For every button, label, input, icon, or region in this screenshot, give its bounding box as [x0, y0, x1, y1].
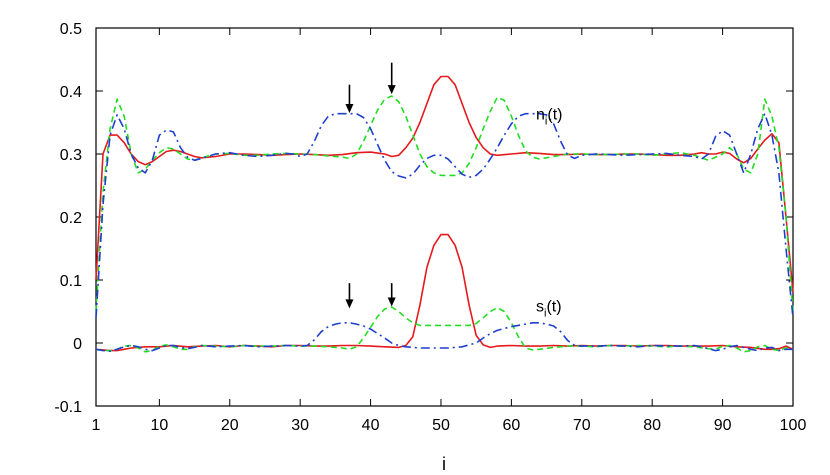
tick-labels: 1 10 20 30 40 50 60 70 80 90 100 -0.1 0 0.1 0.2 0.3 0.4 0…: [54, 21, 806, 434]
y-tick-label: 0.5: [60, 21, 82, 38]
series-annotations: ni(t)si(t): [536, 106, 562, 319]
x-tick-label: 90: [714, 417, 732, 434]
plot-frame: [95, 27, 794, 407]
series-line-4: [95, 306, 794, 353]
series-annotation: ni(t): [536, 106, 562, 127]
x-tick-label: 50: [432, 417, 450, 434]
annotation-main: n: [536, 106, 545, 123]
y-tick-label: 0.2: [60, 210, 82, 227]
x-tick-label: 40: [362, 417, 380, 434]
x-tick-label: 80: [643, 417, 661, 434]
series-line-3: [95, 233, 794, 352]
annotation-tail: (t): [546, 299, 561, 316]
x-tick-label: 1: [92, 417, 101, 434]
y-tick-label: 0: [73, 336, 82, 353]
y-tick-label: 0.3: [60, 147, 82, 164]
series-annotation: si(t): [536, 299, 562, 320]
x-tick-label: 20: [221, 417, 239, 434]
annotation-tail: (t): [547, 106, 562, 123]
x-tick-label: 70: [573, 417, 591, 434]
x-tick-label: 60: [502, 417, 520, 434]
y-tick-label: 0.1: [60, 273, 82, 290]
annotation-subscript: i: [544, 308, 546, 320]
x-axis-label: i: [442, 454, 446, 474]
down-arrow: [345, 283, 354, 309]
annotation-subscript: i: [545, 115, 547, 127]
y-tick-label: 0.4: [60, 84, 82, 101]
arrows: [345, 62, 396, 309]
down-arrow: [387, 62, 396, 95]
down-arrow: [387, 283, 396, 307]
x-tick-label: 10: [150, 417, 168, 434]
series-line-1: [95, 95, 794, 312]
series-line-2: [95, 112, 794, 318]
axis-ticks: [95, 27, 794, 407]
down-arrow: [345, 84, 354, 114]
series-line-0: [95, 75, 794, 293]
y-tick-label: -0.1: [54, 399, 82, 416]
x-tick-label: 100: [780, 417, 807, 434]
series-lines: [95, 75, 794, 353]
series-line-5: [95, 322, 793, 352]
x-tick-label: 30: [291, 417, 309, 434]
annotation-main: s: [536, 299, 544, 316]
